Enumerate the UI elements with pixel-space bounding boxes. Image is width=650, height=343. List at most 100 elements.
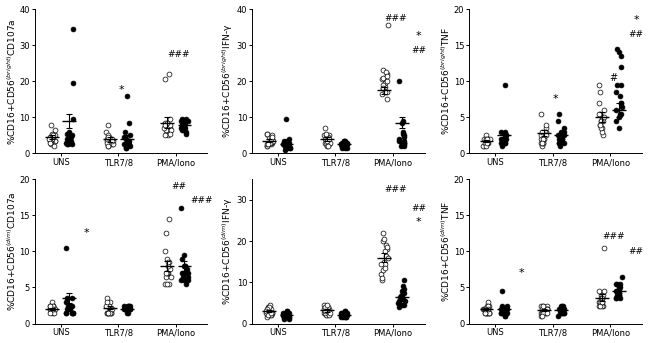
Point bbox=[68, 26, 78, 32]
Point bbox=[47, 303, 58, 308]
Point bbox=[500, 133, 511, 138]
Point bbox=[337, 143, 347, 149]
Point bbox=[382, 245, 393, 250]
Point bbox=[482, 140, 492, 145]
Point bbox=[122, 143, 133, 149]
Y-axis label: %CD16+CD56$^{(dim)}$TNF: %CD16+CD56$^{(dim)}$TNF bbox=[440, 201, 452, 302]
Point bbox=[394, 304, 404, 310]
Point bbox=[554, 140, 564, 145]
Point bbox=[383, 23, 393, 28]
Point bbox=[45, 140, 55, 145]
Point bbox=[284, 143, 294, 149]
Point bbox=[177, 270, 188, 276]
Point bbox=[121, 143, 131, 149]
Point bbox=[483, 136, 493, 142]
Text: ###: ### bbox=[385, 14, 407, 23]
Point bbox=[162, 259, 173, 265]
Point bbox=[596, 299, 606, 305]
Point bbox=[340, 308, 350, 314]
Point bbox=[336, 143, 346, 149]
Point bbox=[266, 310, 276, 316]
Point bbox=[376, 261, 387, 267]
Text: ###: ### bbox=[385, 185, 407, 194]
Text: ##: ## bbox=[629, 30, 644, 39]
Point bbox=[482, 140, 492, 145]
Point bbox=[557, 310, 567, 316]
Point bbox=[482, 303, 493, 308]
Y-axis label: %CD16+CD56$^{(bright)}$IFN-γ: %CD16+CD56$^{(bright)}$IFN-γ bbox=[221, 24, 235, 139]
Point bbox=[482, 310, 492, 316]
Point bbox=[266, 312, 277, 318]
Point bbox=[342, 145, 352, 151]
Point bbox=[342, 312, 352, 318]
Point bbox=[484, 310, 495, 316]
Point bbox=[324, 133, 334, 138]
Point bbox=[46, 138, 56, 144]
Point bbox=[165, 116, 176, 122]
Point bbox=[342, 310, 352, 316]
Point bbox=[322, 310, 332, 316]
Point bbox=[47, 306, 57, 312]
Point bbox=[612, 46, 622, 51]
Point bbox=[159, 249, 170, 254]
Point bbox=[593, 82, 604, 87]
Point bbox=[180, 270, 190, 276]
Point bbox=[165, 127, 176, 133]
Point bbox=[322, 308, 332, 314]
Point bbox=[498, 136, 508, 142]
Point bbox=[499, 140, 510, 145]
Point bbox=[261, 310, 272, 316]
Point bbox=[337, 140, 348, 145]
Point bbox=[47, 306, 58, 312]
Point bbox=[107, 142, 117, 147]
Point bbox=[382, 79, 392, 84]
Point bbox=[45, 303, 55, 308]
Point bbox=[497, 303, 507, 308]
Point bbox=[164, 281, 174, 287]
Point bbox=[179, 270, 189, 276]
Point bbox=[176, 277, 187, 283]
Point bbox=[162, 263, 173, 269]
Point bbox=[556, 303, 566, 308]
Point bbox=[280, 143, 290, 149]
Point bbox=[594, 122, 604, 127]
Point bbox=[176, 122, 187, 127]
Point bbox=[67, 133, 77, 138]
Point bbox=[378, 68, 389, 73]
Point bbox=[280, 143, 291, 149]
Point bbox=[164, 267, 175, 272]
Point bbox=[597, 115, 608, 120]
Point bbox=[335, 142, 346, 147]
Point bbox=[398, 140, 409, 145]
Point bbox=[500, 310, 511, 316]
Point bbox=[501, 136, 512, 142]
Point bbox=[537, 143, 547, 149]
Point bbox=[398, 296, 408, 301]
Point bbox=[66, 134, 77, 140]
Point bbox=[596, 296, 606, 301]
Point bbox=[341, 140, 352, 145]
Point bbox=[181, 131, 192, 137]
Point bbox=[478, 143, 489, 149]
Point bbox=[553, 306, 564, 312]
Point bbox=[61, 310, 72, 316]
Point bbox=[266, 310, 277, 316]
Point bbox=[395, 294, 405, 299]
Point bbox=[599, 115, 609, 120]
Point bbox=[50, 138, 60, 144]
Point bbox=[49, 127, 60, 133]
Point bbox=[320, 142, 331, 147]
Point bbox=[480, 310, 490, 316]
Point bbox=[337, 145, 347, 151]
Point bbox=[101, 140, 112, 145]
Point bbox=[597, 129, 607, 134]
Point bbox=[536, 133, 547, 138]
Text: ###: ### bbox=[190, 196, 213, 205]
Point bbox=[398, 277, 409, 283]
Point bbox=[541, 126, 551, 131]
Point bbox=[381, 243, 391, 248]
Text: *: * bbox=[518, 268, 524, 278]
Point bbox=[542, 310, 552, 316]
Point bbox=[556, 129, 566, 134]
Point bbox=[496, 306, 506, 312]
